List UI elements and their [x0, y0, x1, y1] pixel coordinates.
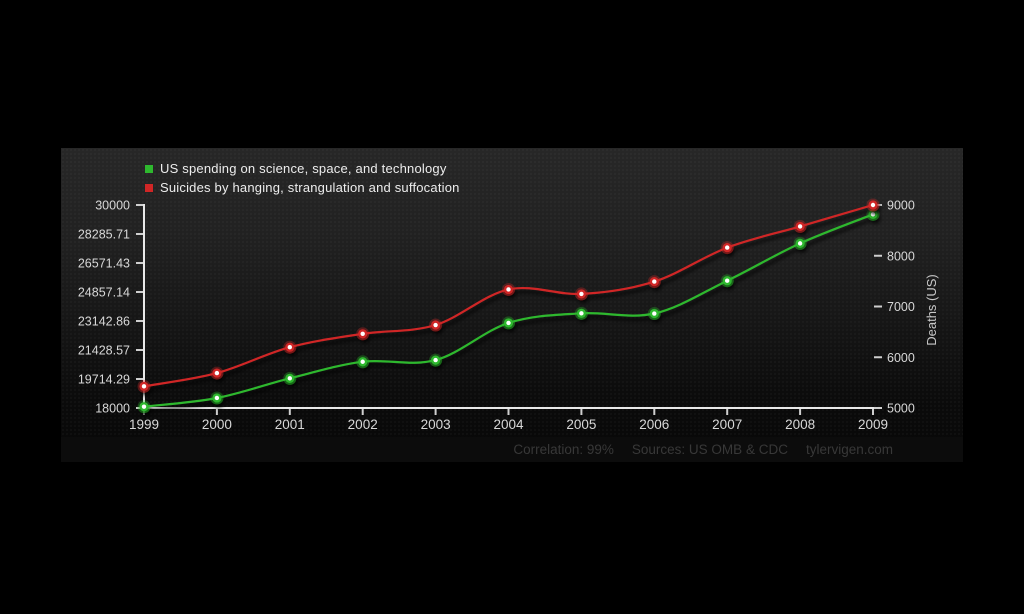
data-point	[579, 291, 584, 297]
data-point	[141, 384, 147, 389]
left-tick-label: 21428.57	[78, 344, 130, 358]
data-point	[506, 287, 511, 292]
chart-legend: US spending on science, space, and techn…	[145, 159, 460, 197]
data-point	[870, 212, 876, 217]
data-point	[433, 322, 438, 328]
left-tick-label: 19714.29	[78, 372, 130, 386]
left-tick-label: 30000	[95, 199, 130, 213]
legend-label-suicides: Suicides by hanging, strangulation and s…	[160, 180, 460, 195]
x-tick-label: 2006	[639, 417, 669, 432]
left-tick-label: 26571.43	[78, 256, 130, 270]
legend-item-suicides: Suicides by hanging, strangulation and s…	[145, 178, 460, 197]
series-0-group	[137, 207, 880, 414]
right-tick-label: 6000	[887, 351, 915, 365]
data-point	[433, 357, 438, 363]
right-tick-label: 9000	[887, 199, 915, 213]
left-tick-label: 24857.14	[78, 286, 130, 300]
data-point	[214, 370, 220, 376]
series-0-line	[143, 213, 874, 408]
x-tick-label: 2005	[566, 417, 596, 432]
green-square-icon	[145, 164, 153, 173]
right-axis-label: Deaths (US)	[924, 274, 939, 346]
data-point	[797, 224, 803, 229]
x-tick-label: 2000	[202, 417, 232, 432]
x-tick-label: 2002	[348, 417, 378, 432]
site-label: tylervigen.com	[805, 442, 893, 457]
data-point	[725, 278, 730, 283]
data-point	[506, 320, 511, 326]
chart-panel: 30000 28285.71 26571.43 24857.14 23142.86 214…	[61, 148, 963, 462]
data-point	[287, 376, 292, 381]
red-square-icon	[145, 183, 153, 192]
x-tick-label: 2008	[785, 417, 815, 432]
data-point	[360, 331, 365, 337]
correlation-label: Correlation: 99%	[513, 442, 614, 457]
x-tick-label: 2003	[421, 417, 451, 432]
series-1-group	[137, 198, 880, 393]
legend-label-spending: US spending on science, space, and techn…	[160, 161, 447, 176]
data-point	[797, 241, 803, 246]
left-tick-label: 18000	[95, 402, 130, 416]
chart-footer: Correlation: 99% Sources: US OMB & CDC t…	[61, 437, 963, 462]
x-tick-label: 2004	[493, 417, 524, 432]
right-tick-label: 7000	[887, 300, 915, 314]
data-point	[141, 404, 147, 409]
left-tick-label: 23142.86	[78, 314, 130, 328]
data-point	[725, 245, 730, 250]
x-tick-label: 2001	[275, 417, 305, 432]
x-tick-label: 2007	[712, 417, 742, 432]
x-tick-label: 2009	[858, 417, 888, 432]
data-point	[214, 395, 220, 401]
left-tick-label: 28285.71	[78, 228, 130, 242]
data-point	[287, 345, 292, 350]
chart-canvas: 30000 28285.71 26571.43 24857.14 23142.86 214…	[78, 198, 939, 432]
right-tick-label: 8000	[887, 249, 915, 263]
data-point	[579, 311, 584, 316]
data-point	[870, 202, 876, 208]
legend-item-spending: US spending on science, space, and techn…	[145, 159, 460, 178]
right-tick-label: 5000	[887, 402, 915, 416]
sources-label: Sources: US OMB & CDC	[631, 442, 788, 457]
data-point	[652, 311, 657, 316]
data-point	[360, 359, 365, 364]
data-point	[652, 279, 657, 284]
x-tick-label: 1999	[129, 417, 159, 432]
